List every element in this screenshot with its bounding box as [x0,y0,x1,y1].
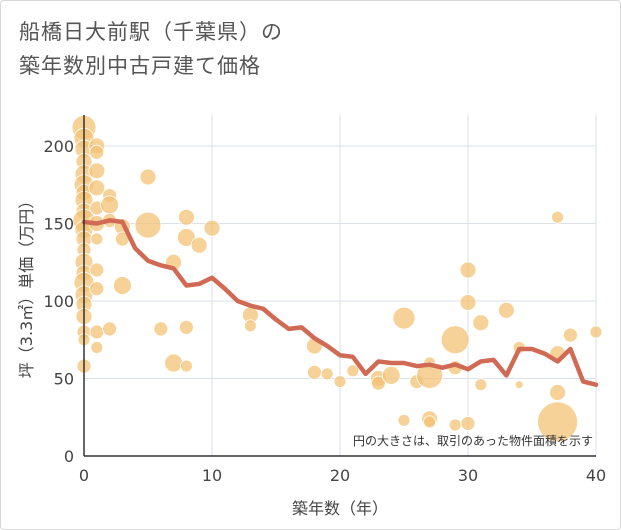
y-tick-label: 50 [54,370,74,389]
bubble-point [89,324,105,340]
bubble-point [460,416,476,431]
bubble-point [346,364,360,378]
x-axis-label: 築年数（年） [292,499,388,518]
bubble-point [497,301,515,319]
x-tick-label: 10 [202,466,222,485]
bubble-point [397,413,411,427]
bubble-point [370,375,386,391]
bubble-point [88,162,106,180]
bubble-point [537,401,578,443]
bubble-point [89,144,105,160]
chart-title-line1: 船橋日大前駅（千葉県）の [19,20,283,44]
bubble-point [90,341,104,354]
bubble-point [179,359,193,373]
bubble-point [472,314,490,332]
x-tick-label: 30 [458,466,478,485]
bubble-point [448,418,462,432]
bubble-point [203,219,221,237]
bubble-series [71,115,603,443]
bubble-point [563,327,578,343]
bubble-point [243,319,257,333]
bubble-point [113,276,132,295]
y-axis-label: 坪（3.3㎡）単価（万円） [17,193,36,378]
bubble-point [164,353,184,373]
bubble-point [178,319,194,335]
bubble-point [100,195,119,215]
chart-title: 船橋日大前駅（千葉県）の 築年数別中古戸建て価格 [19,15,283,83]
trend-line [81,218,599,387]
bubble-point [440,325,470,355]
bubble-point [381,365,401,385]
bubble-point [190,236,208,254]
bubble-point [139,168,157,186]
size-note: 円の大きさは、取引のあった物件面積を示す [353,433,593,448]
bubble-point [153,321,169,337]
bubble-point [459,261,477,279]
chart-title-line2: 築年数別中古戸建て価格 [19,54,261,78]
bubble-point [333,375,347,389]
bubble-point [474,378,488,392]
bubble-point [102,321,117,337]
x-tick-label: 40 [586,466,606,485]
bubble-point [320,367,334,381]
grid-lines [84,115,597,456]
trend-line-group [81,218,599,387]
x-tick-label: 0 [79,466,89,485]
bubble-point [89,281,105,297]
bubble-point [306,364,322,380]
bubble-point [176,228,196,247]
axes: 0 50 100 150 200 0 10 20 30 40 [43,115,606,485]
bubble-point [88,179,106,197]
y-tick-label: 100 [43,292,74,311]
bubble-point [423,415,437,429]
y-tick-label: 200 [43,137,74,156]
bubble-point [589,325,603,339]
x-tick-label: 20 [330,466,350,485]
bubble-point [134,211,162,239]
y-tick-label: 150 [43,215,74,234]
bubble-point [392,306,416,330]
bubble-point [459,294,477,311]
bubble-point [549,384,566,401]
bubble-point [90,232,104,246]
bubble-point [551,210,564,224]
y-tick-label: 0 [64,447,74,466]
bubble-point [177,208,195,226]
bubble-point [514,380,524,390]
bubble-point [89,262,105,278]
